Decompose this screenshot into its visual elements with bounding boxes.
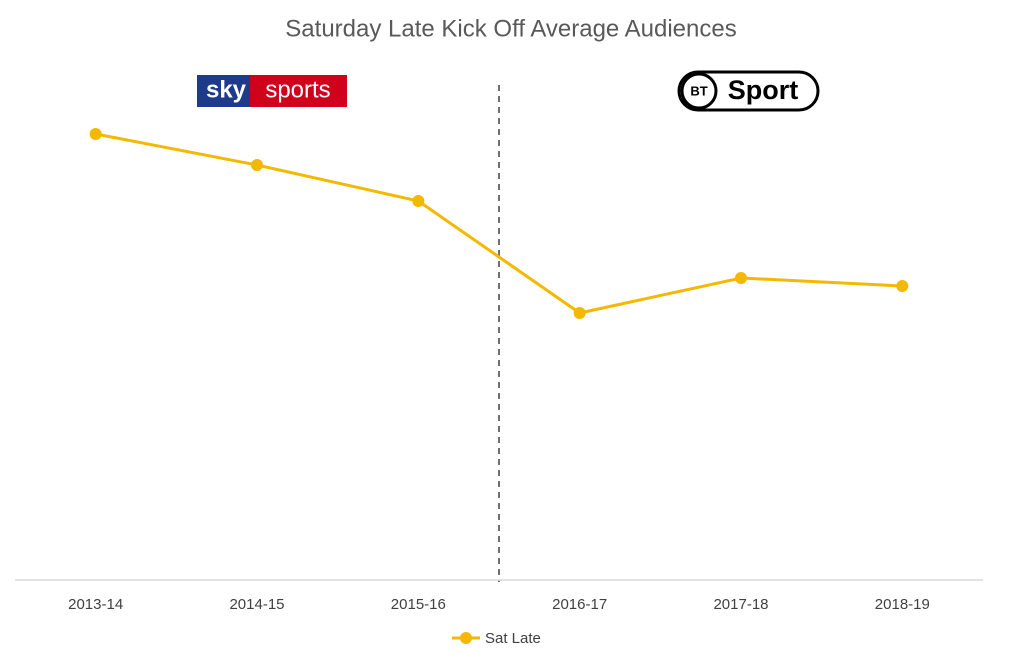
- x-tick-label: 2016-17: [552, 596, 607, 613]
- bt-logo: BT Sport: [677, 70, 820, 112]
- point: [896, 280, 909, 292]
- legend-label: Sat Late: [485, 630, 541, 647]
- logo-text: sports: [265, 76, 330, 103]
- x-tick-label: 2017-18: [713, 596, 768, 613]
- logo-text: Sport: [728, 75, 799, 105]
- logo-text: BT: [690, 83, 707, 98]
- logo-circle: [680, 72, 718, 110]
- legend-marker: [460, 632, 472, 644]
- point: [251, 159, 263, 171]
- point: [573, 307, 586, 319]
- point: [735, 272, 747, 284]
- x-tick-label: 2018-19: [875, 596, 930, 613]
- series-line: [95, 132, 903, 315]
- x-tick-label: 2013-14: [68, 596, 123, 613]
- logo-text: sky: [206, 76, 247, 103]
- x-tick-label: 2014-15: [229, 596, 284, 613]
- x-tick-label: 2015-16: [391, 596, 446, 613]
- point: [89, 128, 102, 140]
- point: [412, 195, 425, 207]
- logo-bg: [250, 75, 347, 107]
- chart-title: Saturday Late Kick Off Average Audiences: [285, 15, 736, 42]
- sky-logo: sky sports: [197, 75, 347, 107]
